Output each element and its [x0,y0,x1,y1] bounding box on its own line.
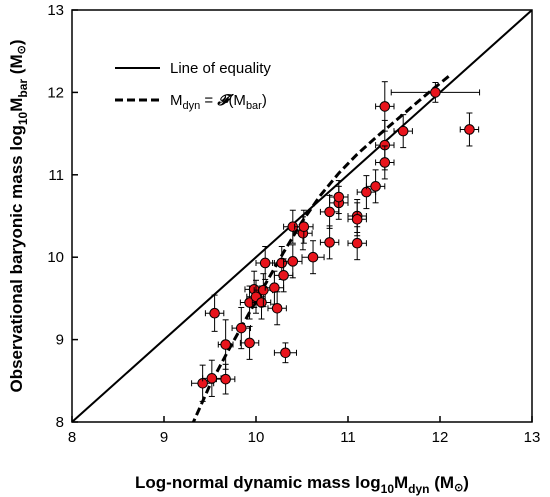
data-point [301,240,325,275]
data-point [191,364,215,402]
legend-fit-arg-open: (M [228,92,246,109]
y-label-sun: ⊙ [16,45,28,54]
data-marker [370,181,381,192]
data-point [273,342,297,364]
data-marker [333,191,345,203]
data-marker [351,213,363,225]
data-point [255,245,275,280]
x-label-sub2: dyn [408,482,429,496]
data-marker [258,284,269,296]
legend-fit-eq: = [200,92,217,109]
data-marker [280,347,291,359]
data-marker [235,322,247,334]
data-point [264,270,285,305]
data-point [283,244,303,279]
x-tick-label: 13 [524,429,541,446]
x-label-close: ) [463,473,469,492]
data-point [356,175,377,210]
y-tick-label: 11 [48,167,64,184]
data-marker [379,101,391,112]
x-tick-label: 12 [432,429,449,446]
equality-line [72,10,532,422]
data-marker [220,373,231,385]
data-marker [206,373,218,384]
y-tick-label: 12 [47,84,64,101]
data-point [294,209,314,244]
data-marker [287,256,299,267]
legend-fit-main: M [170,92,183,109]
data-point [319,225,340,260]
y-tick-label: 10 [47,249,64,266]
data-point [365,169,386,204]
data-point [459,112,480,147]
y-label-close: ) [7,39,26,45]
x-label-unit: (M [430,473,455,492]
legend-line-of-equality: Line of equality [170,60,271,77]
fit-curve-dashed [191,74,451,422]
data-point [231,306,251,350]
data-marker [269,282,280,293]
y-label-sub1: 10 [16,111,30,125]
y-label-mid: M [7,98,26,112]
data-point [393,114,413,149]
data-marker [278,270,289,281]
data-marker [244,337,255,349]
y-tick-label: 8 [56,414,64,431]
data-marker [256,297,267,308]
x-tick-label: 8 [68,429,76,446]
legend-fit-arg-sub: bar [246,100,262,112]
data-marker [430,87,441,98]
data-point [390,82,481,103]
data-marker [397,125,409,137]
data-point [215,363,236,395]
data-point [217,319,234,370]
data-marker [324,237,335,248]
data-marker [464,124,475,135]
y-label-sub2: bar [16,79,30,98]
data-marker [379,157,391,168]
x-tick-label: 10 [248,429,265,446]
data-marker [220,339,231,350]
data-marker [209,307,220,319]
y-label-main: Observational baryonic mass log [7,125,26,392]
data-point [204,294,225,332]
x-label-main: Log-normal dynamic mass log [135,473,381,492]
series-lines [72,10,532,422]
legend: Line of equality Mdyn = 𝓕(Mbar) [115,60,271,112]
data-point [347,226,367,261]
y-axis-label: Observational baryonic mass log10Mbar (M… [7,39,30,392]
x-tick-label: 11 [340,429,356,446]
data-point [239,325,260,360]
data-marker [324,206,335,218]
y-tick-label: 9 [56,332,64,349]
data-points [191,81,481,402]
data-marker [276,257,288,269]
data-marker [351,237,363,249]
tick-group: 8 9 10 11 12 13 8 9 10 11 12 13 [47,2,540,446]
y-label-unit: (M [7,54,26,79]
data-marker [307,251,319,263]
data-point [375,145,395,180]
x-label-sub1: 10 [381,482,395,496]
data-marker [298,221,310,233]
x-label-sun: ⊙ [454,482,463,494]
data-marker [271,302,283,314]
x-axis-label: Log-normal dynamic mass log10Mdyn (M⊙) [135,473,469,496]
legend-fit-arg-close: ) [262,92,267,109]
y-tick-label: 13 [47,2,64,19]
legend-fit-relation: Mdyn = 𝓕(Mbar) [170,92,267,112]
x-tick-label: 9 [160,429,168,446]
data-marker [259,257,271,269]
data-point [202,359,222,397]
data-point [267,291,287,326]
legend-fit-sub: dyn [183,100,201,112]
x-label-mid: M [394,473,408,492]
data-point [329,180,349,215]
